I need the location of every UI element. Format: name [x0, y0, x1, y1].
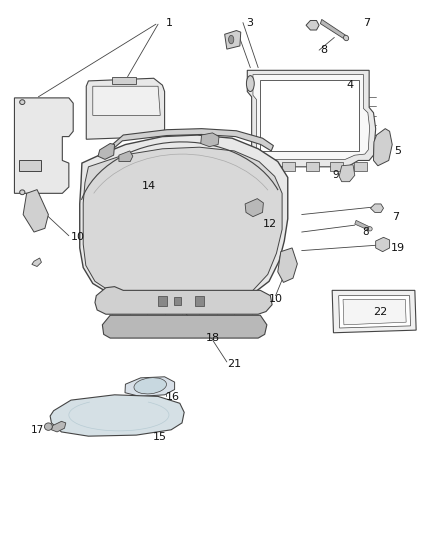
Polygon shape [102, 316, 267, 338]
Polygon shape [354, 162, 367, 171]
Polygon shape [260, 80, 359, 151]
Text: 15: 15 [153, 432, 167, 442]
Polygon shape [339, 165, 355, 182]
Polygon shape [251, 75, 370, 159]
Ellipse shape [20, 190, 25, 195]
Ellipse shape [247, 76, 254, 92]
Polygon shape [51, 421, 66, 432]
Polygon shape [112, 128, 273, 151]
Text: 8: 8 [363, 227, 369, 237]
Text: 14: 14 [142, 181, 156, 191]
Polygon shape [330, 162, 343, 171]
Text: 7: 7 [392, 212, 399, 222]
Text: 5: 5 [394, 146, 401, 156]
Text: 1: 1 [166, 18, 173, 28]
Ellipse shape [45, 423, 52, 430]
Text: 17: 17 [31, 425, 44, 435]
Text: 8: 8 [320, 45, 327, 55]
Text: 9: 9 [332, 171, 339, 180]
Polygon shape [93, 86, 160, 115]
Text: 16: 16 [166, 392, 180, 402]
Polygon shape [83, 147, 282, 303]
Polygon shape [306, 20, 319, 30]
Text: 22: 22 [373, 306, 387, 317]
Polygon shape [371, 204, 384, 213]
Text: 12: 12 [263, 219, 277, 229]
Ellipse shape [134, 378, 166, 394]
Polygon shape [339, 296, 410, 328]
Polygon shape [343, 300, 406, 325]
Bar [158, 296, 167, 306]
Polygon shape [23, 190, 48, 232]
Polygon shape [245, 199, 263, 216]
Ellipse shape [229, 35, 234, 44]
Bar [174, 297, 181, 305]
Polygon shape [98, 143, 115, 159]
Ellipse shape [20, 100, 25, 104]
Polygon shape [19, 160, 41, 171]
Polygon shape [282, 162, 295, 171]
Bar [194, 296, 204, 306]
Polygon shape [14, 98, 73, 193]
Polygon shape [321, 19, 346, 39]
Polygon shape [376, 237, 390, 252]
Polygon shape [80, 135, 288, 304]
Polygon shape [374, 128, 392, 166]
Polygon shape [113, 77, 136, 84]
Text: 3: 3 [246, 18, 253, 28]
Polygon shape [119, 151, 133, 161]
Text: 19: 19 [391, 244, 406, 254]
Polygon shape [278, 248, 297, 282]
Polygon shape [262, 162, 276, 171]
Polygon shape [32, 258, 42, 266]
Ellipse shape [368, 227, 372, 231]
Polygon shape [225, 30, 241, 49]
Polygon shape [86, 78, 165, 139]
Polygon shape [50, 395, 184, 436]
Ellipse shape [343, 35, 349, 41]
Polygon shape [332, 290, 416, 333]
Text: 21: 21 [227, 359, 241, 369]
Text: 18: 18 [205, 333, 219, 343]
Text: 10: 10 [268, 294, 283, 304]
Text: 10: 10 [71, 232, 85, 242]
Polygon shape [95, 287, 272, 314]
Polygon shape [355, 220, 371, 230]
Polygon shape [125, 377, 175, 397]
Polygon shape [306, 162, 319, 171]
Polygon shape [243, 70, 376, 167]
Text: 7: 7 [364, 18, 371, 28]
Text: 4: 4 [346, 79, 353, 90]
Polygon shape [201, 133, 219, 147]
